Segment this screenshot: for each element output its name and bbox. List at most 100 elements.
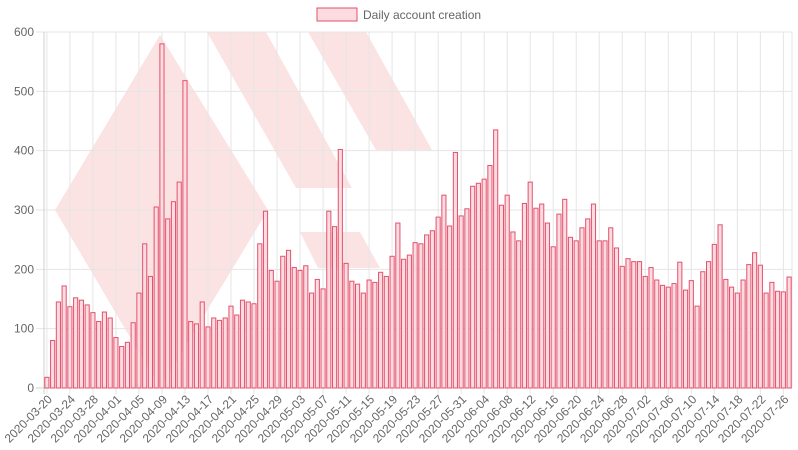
bar[interactable] — [165, 218, 171, 389]
bar[interactable] — [291, 267, 297, 389]
bar[interactable] — [659, 284, 666, 389]
bar[interactable] — [119, 345, 125, 389]
bar[interactable] — [429, 230, 435, 389]
bar[interactable] — [406, 254, 412, 389]
bar[interactable] — [216, 319, 223, 389]
bar[interactable] — [688, 280, 694, 389]
bar[interactable] — [493, 129, 499, 389]
bar[interactable] — [682, 289, 689, 389]
bar[interactable] — [487, 165, 493, 389]
bar[interactable] — [245, 301, 251, 389]
bar[interactable] — [366, 279, 372, 389]
bar[interactable] — [314, 278, 320, 389]
bar[interactable] — [124, 341, 131, 389]
bar[interactable] — [723, 278, 729, 389]
bar[interactable] — [602, 240, 608, 389]
bar[interactable] — [734, 292, 740, 389]
bar[interactable] — [539, 203, 545, 389]
bar[interactable] — [544, 222, 551, 389]
bar[interactable] — [262, 210, 269, 389]
bar[interactable] — [96, 321, 102, 389]
bar[interactable] — [786, 276, 792, 389]
bar[interactable] — [355, 283, 361, 389]
bar[interactable] — [757, 264, 763, 389]
bar[interactable] — [447, 225, 453, 389]
bar[interactable] — [136, 292, 142, 389]
bar[interactable] — [176, 181, 182, 389]
bar[interactable] — [285, 249, 292, 389]
bar[interactable] — [700, 271, 706, 389]
bar[interactable] — [412, 242, 418, 389]
bar[interactable] — [527, 181, 533, 389]
bar[interactable] — [383, 275, 389, 389]
bar[interactable] — [67, 306, 73, 389]
bar[interactable] — [631, 261, 637, 389]
bar[interactable] — [159, 43, 165, 389]
bar[interactable] — [619, 265, 625, 389]
bar[interactable] — [73, 297, 79, 389]
bar[interactable] — [50, 340, 56, 389]
bar[interactable] — [613, 247, 620, 389]
bar[interactable] — [193, 323, 200, 389]
bar[interactable] — [481, 178, 487, 389]
bar[interactable] — [562, 198, 568, 389]
bar[interactable] — [378, 271, 384, 389]
bar[interactable] — [567, 236, 574, 389]
bar[interactable] — [556, 213, 562, 389]
bar[interactable] — [188, 321, 194, 389]
bar[interactable] — [769, 281, 775, 389]
legend-label[interactable]: Daily account creation — [363, 8, 481, 22]
bar[interactable] — [516, 240, 522, 389]
bar[interactable] — [90, 312, 96, 389]
bar[interactable] — [61, 285, 67, 389]
bar[interactable] — [147, 275, 154, 389]
bar[interactable] — [303, 265, 309, 389]
bar[interactable] — [320, 288, 326, 389]
legend-swatch[interactable] — [316, 7, 358, 22]
bar[interactable] — [636, 261, 643, 389]
bar[interactable] — [113, 337, 119, 389]
bar[interactable] — [579, 227, 585, 389]
bar[interactable] — [729, 286, 735, 389]
bar[interactable] — [717, 224, 723, 389]
bar[interactable] — [234, 314, 240, 389]
bar[interactable] — [239, 299, 246, 389]
bar[interactable] — [435, 216, 441, 389]
bar[interactable] — [130, 322, 136, 389]
bar[interactable] — [550, 246, 556, 389]
bar[interactable] — [228, 305, 234, 389]
bar[interactable] — [706, 261, 712, 389]
bar[interactable] — [677, 261, 683, 389]
bar[interactable] — [763, 292, 769, 389]
bar[interactable] — [257, 243, 263, 389]
bar[interactable] — [78, 299, 84, 389]
bar[interactable] — [297, 270, 303, 389]
bar[interactable] — [671, 283, 677, 389]
bar[interactable] — [780, 291, 786, 389]
bar[interactable] — [337, 148, 343, 389]
bar[interactable] — [504, 194, 510, 389]
bar[interactable] — [360, 292, 366, 389]
bar[interactable] — [625, 258, 631, 389]
bar[interactable] — [395, 222, 401, 389]
bar[interactable] — [648, 267, 654, 389]
bar[interactable] — [510, 231, 516, 389]
bar[interactable] — [84, 304, 90, 389]
bar[interactable] — [654, 279, 660, 389]
bar[interactable] — [441, 194, 447, 389]
bar[interactable] — [199, 301, 205, 389]
bar[interactable] — [475, 182, 481, 389]
bar[interactable] — [251, 303, 257, 389]
bar[interactable] — [326, 210, 332, 389]
bar[interactable] — [349, 280, 355, 389]
bar[interactable] — [222, 317, 228, 389]
bar[interactable] — [642, 275, 648, 389]
bar[interactable] — [452, 151, 458, 389]
bar[interactable] — [470, 185, 476, 389]
bar[interactable] — [389, 255, 395, 389]
bar[interactable] — [182, 80, 188, 389]
bar[interactable] — [752, 252, 758, 389]
bar[interactable] — [401, 258, 407, 389]
bar[interactable] — [153, 206, 159, 389]
bar[interactable] — [332, 226, 338, 389]
